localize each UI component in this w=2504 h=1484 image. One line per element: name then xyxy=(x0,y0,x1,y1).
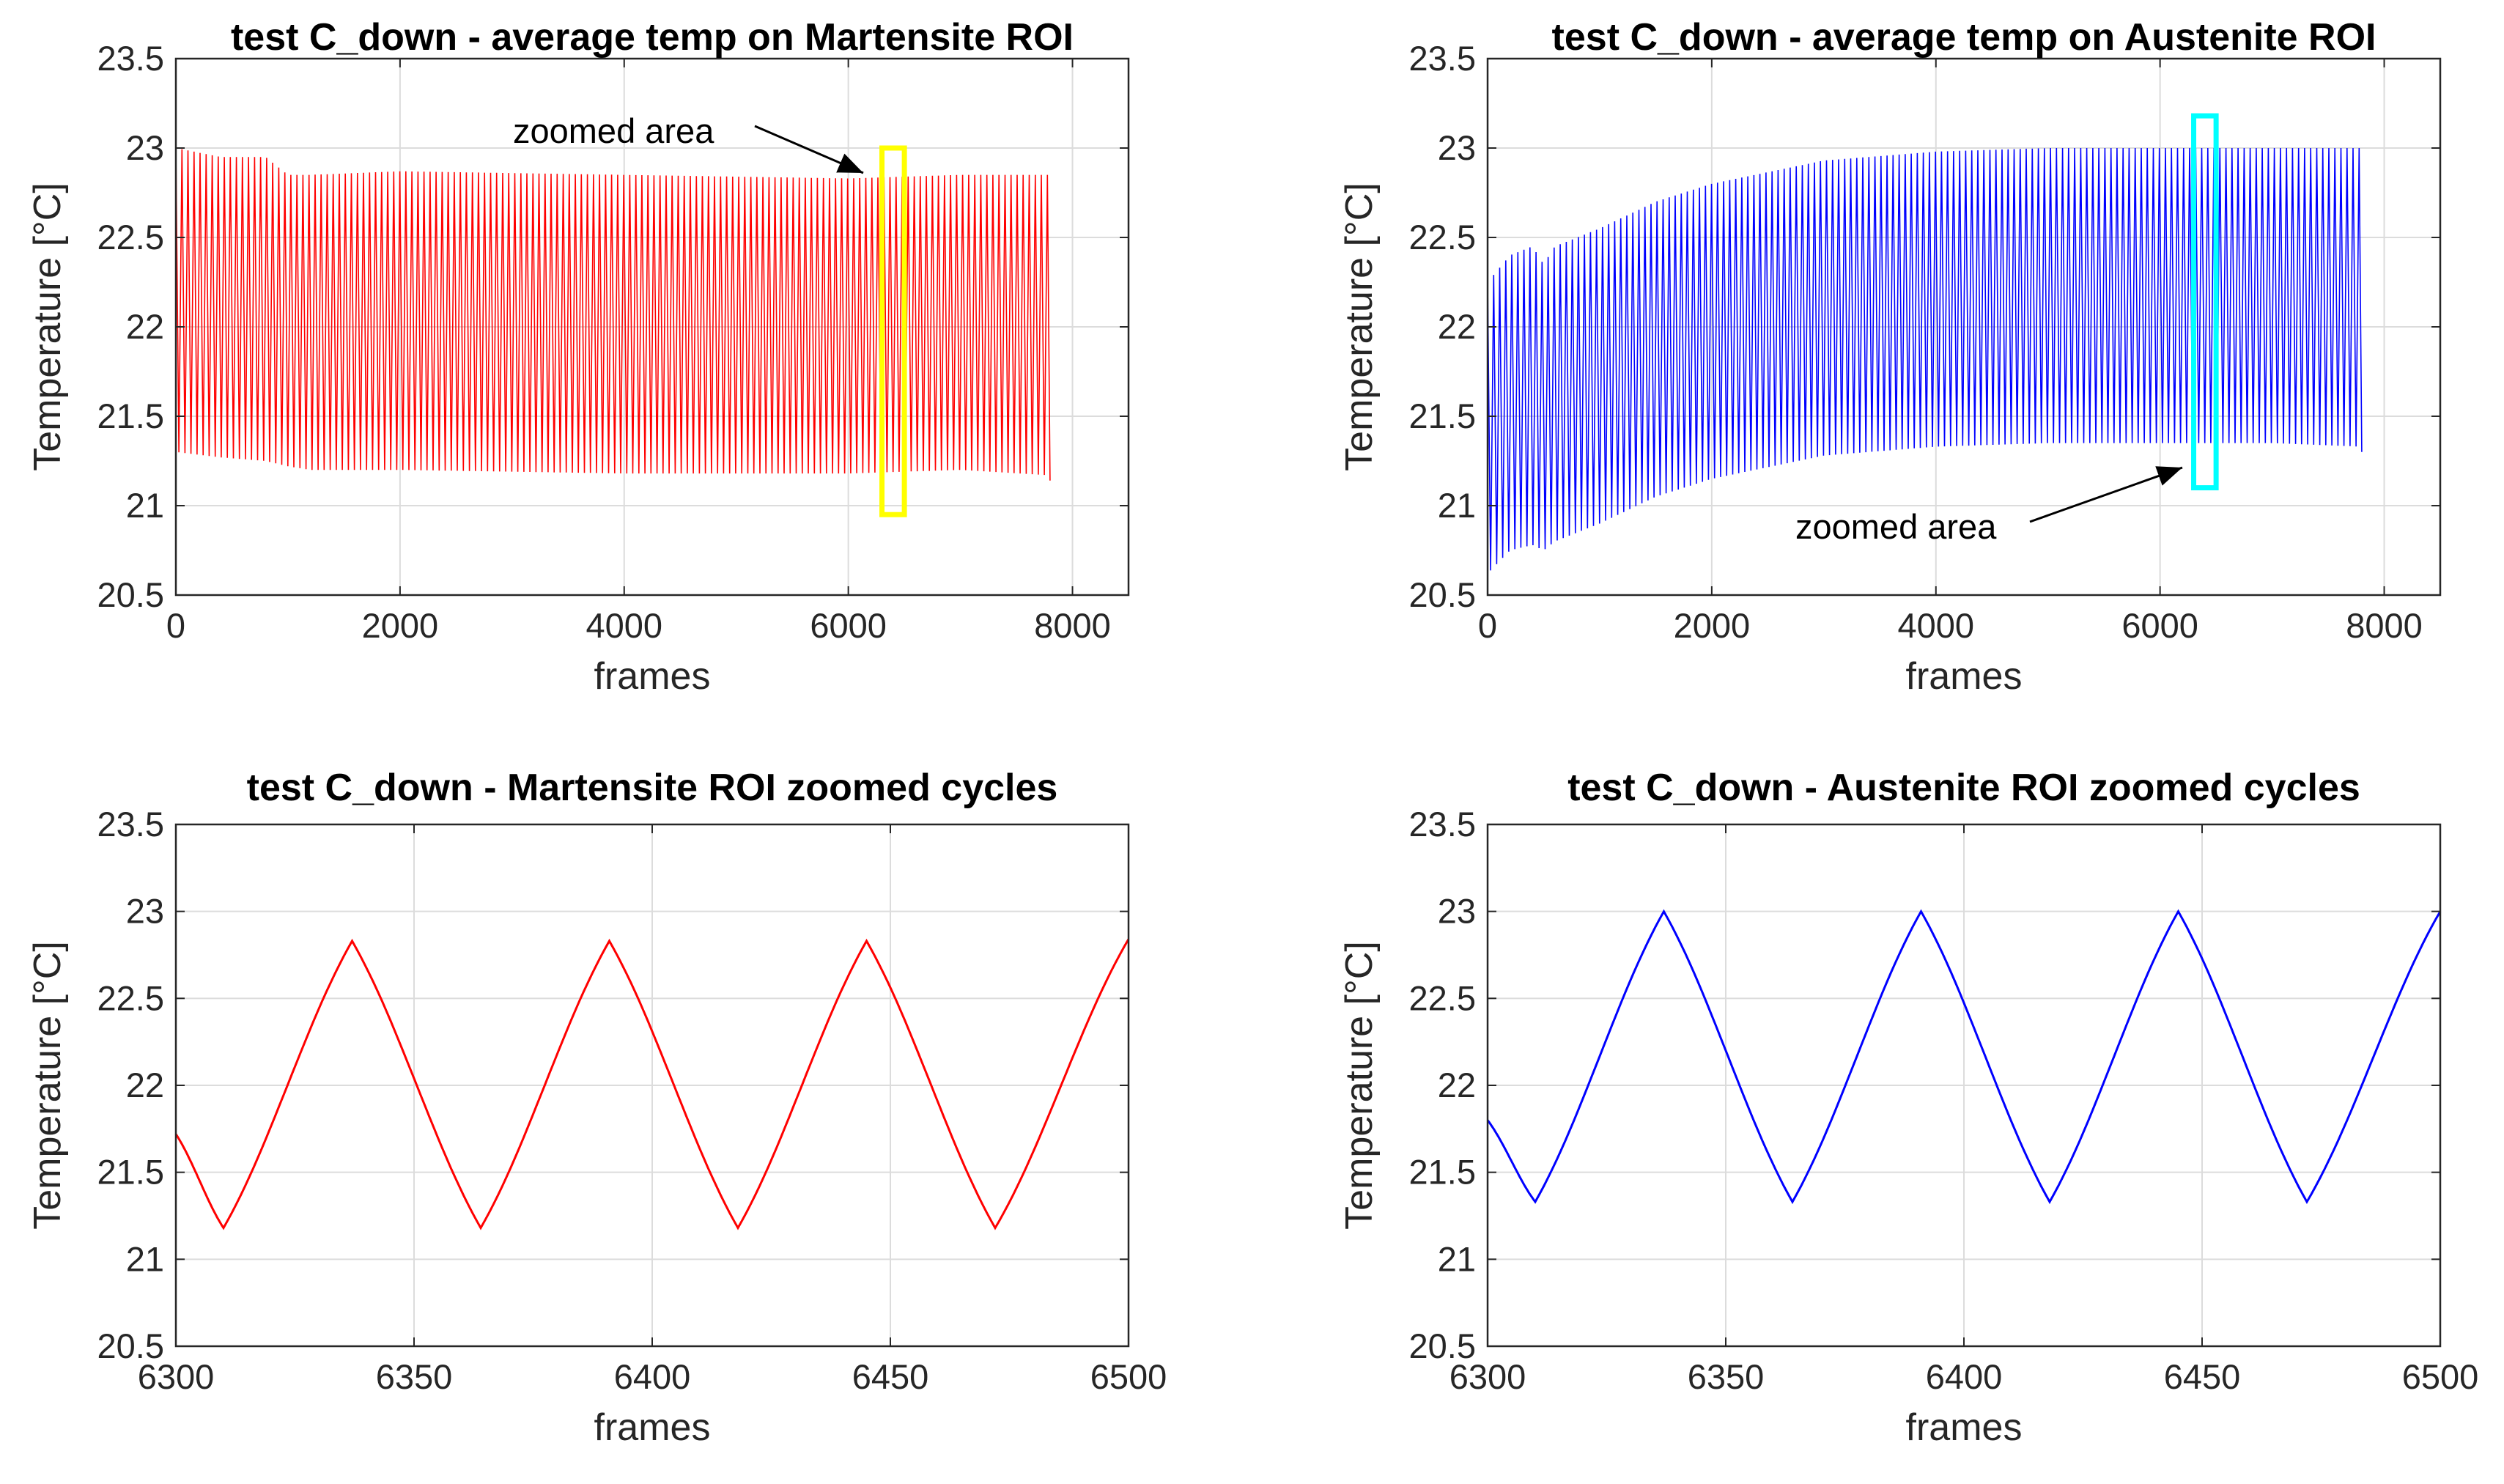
y-tick-label: 20.5 xyxy=(1409,575,1476,614)
x-tick-label: 6500 xyxy=(1090,1357,1167,1396)
y-tick-label: 22.5 xyxy=(1409,978,1476,1017)
zoomed-area-highlight-box xyxy=(2191,113,2219,491)
x-tick-label: 0 xyxy=(1478,606,1497,645)
x-tick-label: 6350 xyxy=(376,1357,453,1396)
chart-title: test C_down - Austenite ROI zoomed cycle… xyxy=(1567,767,2360,809)
y-tick-label: 23.5 xyxy=(97,39,164,78)
y-tick-label: 23.5 xyxy=(1409,39,1476,78)
chart-panel-2: 0 2000 4000 6000 8000 20.5 21 21.5 22 22.5 23 23.5 f… xyxy=(1338,16,2442,698)
chart-panel-3: 6300 6350 6400 6450 6500 20.5 21 21.5 22 22.5 23 23… xyxy=(26,767,1167,1449)
x-tick-label: 6500 xyxy=(2402,1357,2479,1396)
y-tick-label: 21 xyxy=(1438,1239,1476,1278)
x-axis-label: frames xyxy=(1906,1406,2023,1449)
x-tick-label: 0 xyxy=(166,606,185,645)
annotation-arrow-head xyxy=(2155,466,2182,486)
x-axis-label: frames xyxy=(594,655,711,698)
y-tick-label: 22.5 xyxy=(1409,218,1476,256)
x-axis-label: frames xyxy=(594,1406,711,1449)
y-tick-label: 22 xyxy=(126,307,164,346)
y-tick-label: 23.5 xyxy=(97,805,164,843)
y-tick-label: 21 xyxy=(126,486,164,525)
chart-title: test C_down - Martensite ROI zoomed cycl… xyxy=(247,767,1058,809)
x-tick-label: 6300 xyxy=(1449,1357,1526,1396)
y-tick-label: 23 xyxy=(126,128,164,167)
y-tick-label: 22 xyxy=(126,1066,164,1104)
y-tick-label: 20.5 xyxy=(97,1326,164,1365)
y-tick-label: 21.5 xyxy=(97,1153,164,1192)
y-tick-label: 22.5 xyxy=(97,978,164,1017)
annotation-arrow-line xyxy=(2029,466,2183,523)
x-tick-label: 6000 xyxy=(810,606,887,645)
x-tick-label: 6350 xyxy=(1688,1357,1765,1396)
y-tick-label: 20.5 xyxy=(97,575,164,614)
y-tick-label: 21 xyxy=(126,1239,164,1278)
y-tick-label: 23 xyxy=(1438,128,1476,167)
x-tick-label: 8000 xyxy=(2346,606,2423,645)
x-tick-label: 6450 xyxy=(852,1357,929,1396)
y-axis-label: Temperature [°C] xyxy=(1338,182,1381,471)
y-axis-label: Temperature [°C] xyxy=(26,941,69,1230)
series-line-martensite-roi-zoomed xyxy=(174,938,1130,1230)
y-tick-label: 23.5 xyxy=(1409,805,1476,843)
chart-title: test C_down - average temp on Austenite … xyxy=(1552,16,2376,59)
y-axis-label: Temperature [°C] xyxy=(26,182,69,471)
series-line-austenite-roi-zoomed xyxy=(1486,909,2442,1205)
x-tick-label: 6000 xyxy=(2121,606,2198,645)
x-tick-label: 6400 xyxy=(614,1357,691,1396)
x-tick-label: 6450 xyxy=(2164,1357,2241,1396)
y-tick-label: 21.5 xyxy=(1409,396,1476,435)
x-tick-label: 6300 xyxy=(138,1357,215,1396)
chart-panel-4: 6300 6350 6400 6450 6500 20.5 21 21.5 22 22.5 23 23… xyxy=(1338,767,2478,1449)
x-tick-label: 2000 xyxy=(362,606,439,645)
y-tick-label: 23 xyxy=(126,892,164,931)
y-axis-label: Temperature [°C] xyxy=(1338,941,1381,1230)
x-tick-label: 4000 xyxy=(1897,606,1974,645)
y-tick-label: 23 xyxy=(1438,892,1476,931)
y-tick-label: 22 xyxy=(1438,1066,1476,1104)
zoomed-area-label: zoomed area xyxy=(513,111,714,150)
chart-title: test C_down - average temp on Martensite… xyxy=(231,16,1074,59)
y-tick-label: 22.5 xyxy=(97,218,164,256)
y-tick-label: 21.5 xyxy=(1409,1153,1476,1192)
x-axis-label: frames xyxy=(1906,655,2023,698)
x-tick-label: 6400 xyxy=(1926,1357,2003,1396)
y-tick-label: 21.5 xyxy=(97,396,164,435)
y-tick-label: 21 xyxy=(1438,486,1476,525)
x-tick-label: 8000 xyxy=(1034,606,1111,645)
zoomed-area-highlight-box xyxy=(879,145,907,517)
y-tick-label: 20.5 xyxy=(1409,1326,1476,1365)
annotation-arrow-head xyxy=(836,153,863,173)
x-tick-label: 4000 xyxy=(586,606,662,645)
x-tick-label: 2000 xyxy=(1674,606,1751,645)
chart-panel-1: 0 2000 4000 6000 8000 20.5 21 21.5 22 22.5 23 23.5 f… xyxy=(26,16,1130,698)
zoomed-area-label: zoomed area xyxy=(1795,507,1997,546)
y-tick-label: 22 xyxy=(1438,307,1476,346)
